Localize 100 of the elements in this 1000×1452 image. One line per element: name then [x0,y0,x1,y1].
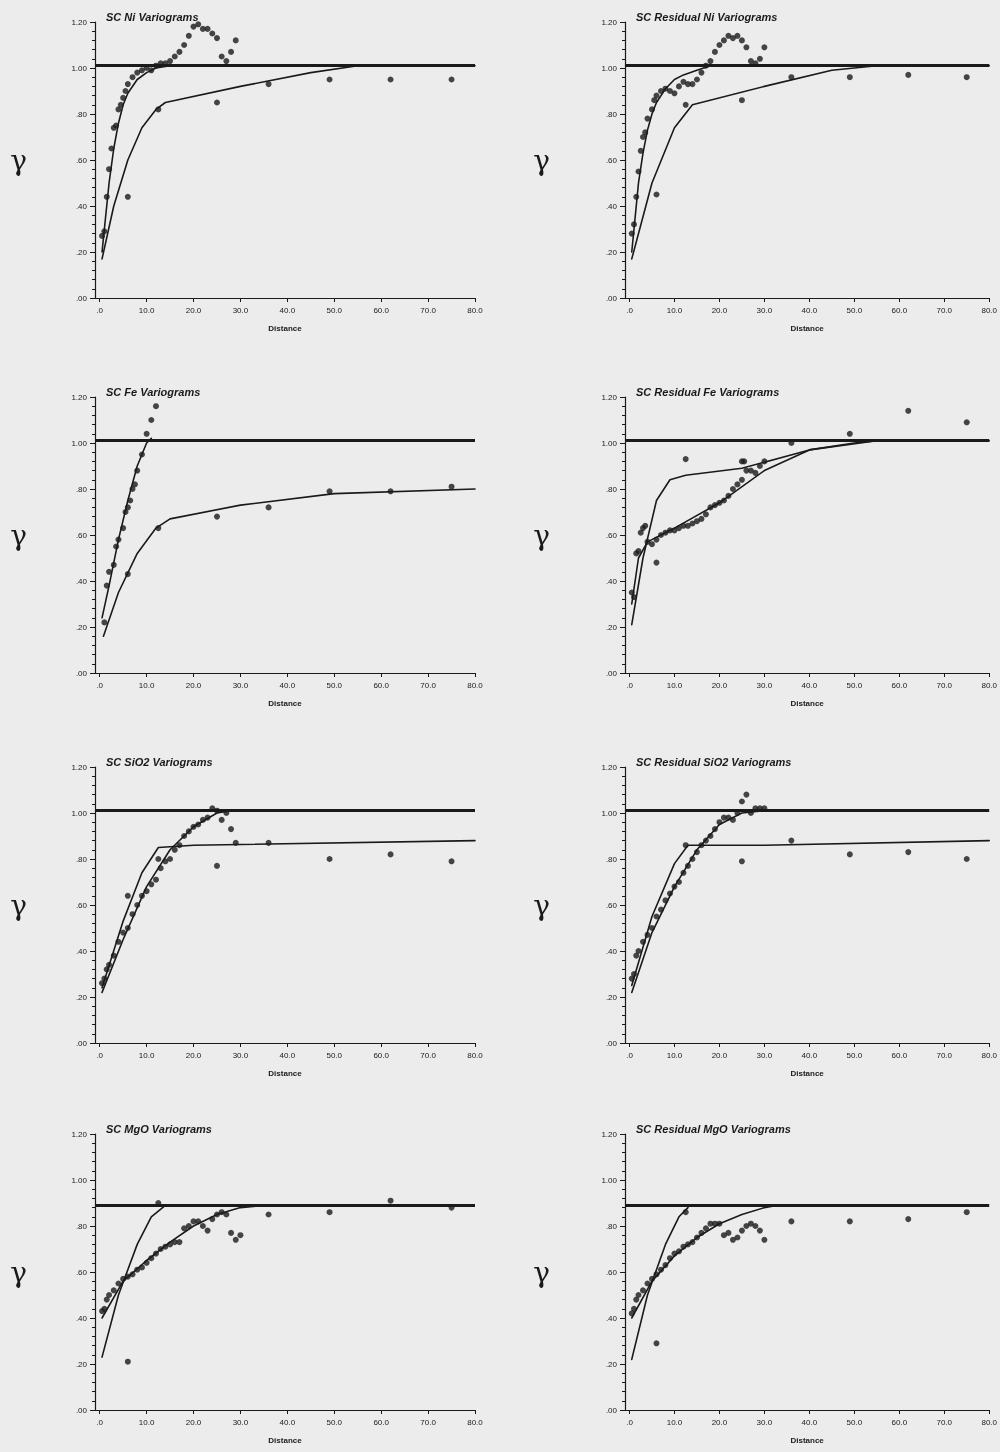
x-tick-label: .0 [96,1050,104,1060]
x-tick-label: 20.0 [711,680,728,690]
y-tick-label: .60 [75,900,88,910]
y-axis-title: γ [533,143,550,177]
y-tick-label: .00 [75,1038,88,1048]
y-tick-label: .60 [605,530,618,540]
y-tick-label: .00 [75,1405,88,1415]
x-tick-label: 70.0 [936,305,953,315]
y-tick-label: 1.20 [601,1129,618,1139]
x-tick-label: 40.0 [279,680,296,690]
x-axis-title: Distance [790,1068,825,1078]
x-tick-label: 20.0 [185,1050,202,1060]
x-tick-label: .0 [96,680,104,690]
y-axis-title: γ [10,518,27,552]
x-tick-label: 70.0 [420,305,437,315]
x-tick-label: 10.0 [138,305,155,315]
x-tick-label: 30.0 [756,1050,773,1060]
x-tick-label: 60.0 [891,1050,908,1060]
y-axis-title: γ [10,143,27,177]
x-tick-label: 20.0 [185,680,202,690]
y-tick-label: 1.00 [71,438,88,448]
x-tick-label: 80.0 [981,680,998,690]
y-tick-label: .60 [605,1267,618,1277]
y-tick-label: 1.20 [71,762,88,772]
y-tick-label: .80 [605,484,618,494]
x-tick-label: 60.0 [373,1050,390,1060]
x-tick-label: 40.0 [801,1417,818,1427]
chart-title: SC Residual Ni Variograms [636,10,778,23]
y-tick-label: .80 [605,109,618,119]
x-axis-title: Distance [268,698,303,708]
y-tick-label: .20 [75,622,88,632]
y-tick-label: 1.00 [71,63,88,73]
x-tick-label: 20.0 [711,1417,728,1427]
y-tick-label: 1.20 [71,392,88,402]
x-tick-label: 60.0 [891,1417,908,1427]
y-tick-label: .00 [605,1405,618,1415]
x-tick-label: 30.0 [756,680,773,690]
chart-title: SC Residual SiO2 Variograms [636,755,792,768]
y-tick-label: 1.20 [601,762,618,772]
y-tick-label: .40 [75,946,88,956]
y-tick-label: .20 [605,992,618,1002]
x-tick-label: 80.0 [467,305,484,315]
chart-title: SC Residual MgO Variograms [636,1122,791,1135]
y-tick-label: .20 [75,1359,88,1369]
y-tick-label: 1.00 [71,808,88,818]
x-tick-label: .0 [626,680,634,690]
y-tick-label: .20 [75,992,88,1002]
chart-title: SC MgO Variograms [106,1122,212,1135]
y-tick-label: .00 [605,668,618,678]
y-tick-label: .20 [605,622,618,632]
x-tick-label: 30.0 [756,305,773,315]
y-tick-label: .40 [605,1313,618,1323]
x-tick-label: .0 [626,305,634,315]
x-tick-label: .0 [96,305,104,315]
chart-title: SC Residual Fe Variograms [636,385,780,398]
chart-title: SC SiO2 Variograms [106,755,213,768]
x-tick-label: 10.0 [666,305,683,315]
x-tick-label: 80.0 [981,1417,998,1427]
chart-title: SC Fe Variograms [106,385,201,398]
x-tick-label: 70.0 [936,1417,953,1427]
x-tick-label: .0 [626,1050,634,1060]
y-tick-label: .60 [605,155,618,165]
x-tick-label: 70.0 [420,680,437,690]
y-tick-label: .60 [605,900,618,910]
x-tick-label: 70.0 [936,1050,953,1060]
x-tick-label: 10.0 [138,1417,155,1427]
y-tick-label: .60 [75,1267,88,1277]
x-tick-label: 40.0 [279,1050,296,1060]
x-axis-title: Distance [790,698,825,708]
y-tick-label: .80 [75,484,88,494]
x-tick-label: 10.0 [666,1417,683,1427]
y-tick-label: 1.20 [601,17,618,27]
x-tick-label: 20.0 [711,305,728,315]
x-tick-label: 70.0 [420,1417,437,1427]
y-tick-label: .80 [75,1221,88,1231]
y-tick-label: .80 [75,109,88,119]
x-tick-label: 50.0 [846,680,863,690]
x-axis-title: Distance [790,1435,825,1445]
y-axis-title: γ [533,888,550,922]
x-tick-label: 60.0 [373,680,390,690]
x-axis-title: Distance [790,323,825,333]
x-tick-label: 10.0 [666,680,683,690]
x-tick-label: 80.0 [467,1417,484,1427]
y-tick-label: .20 [605,247,618,257]
x-tick-label: 20.0 [185,305,202,315]
y-tick-label: 1.00 [601,63,618,73]
y-tick-label: .40 [605,576,618,586]
y-tick-label: .40 [605,946,618,956]
x-tick-label: .0 [96,1417,104,1427]
x-tick-label: 80.0 [467,1050,484,1060]
x-tick-label: 30.0 [232,1050,249,1060]
x-tick-label: 60.0 [891,680,908,690]
y-tick-label: .40 [75,1313,88,1323]
x-axis-title: Distance [268,1435,303,1445]
y-tick-label: .00 [605,293,618,303]
x-tick-label: 40.0 [801,680,818,690]
x-axis-title: Distance [268,1068,303,1078]
y-tick-label: .80 [605,854,618,864]
x-tick-label: 50.0 [326,305,343,315]
y-axis-title: γ [10,888,27,922]
